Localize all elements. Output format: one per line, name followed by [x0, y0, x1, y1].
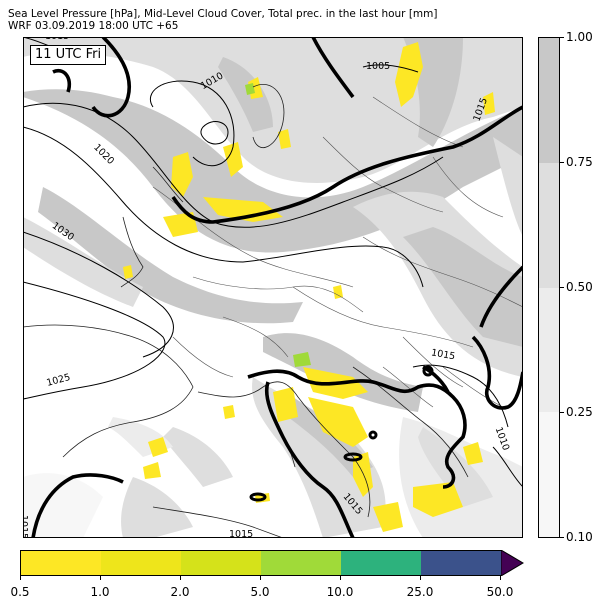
precipitation-layer: [123, 42, 495, 532]
precip-tick-label: 2.0: [170, 585, 190, 599]
precipitation-colorbar: [20, 550, 502, 576]
cloud-band-2: [539, 162, 559, 288]
title-line-2: WRF 03.09.2019 18:00 UTC +65: [8, 20, 179, 32]
tick-mark: [260, 576, 261, 580]
cloud-tick-label: 1.00: [566, 30, 593, 44]
precip-tick-label: 10.0: [326, 585, 354, 599]
map-frame: [23, 37, 523, 538]
colorbar-extend-arrow: [501, 550, 524, 576]
tick-mark: [420, 576, 421, 580]
precipitation-moderate-layer: [245, 83, 311, 367]
tick-mark: [20, 576, 21, 580]
precip-band-1: [21, 551, 101, 575]
tick-mark: [560, 287, 564, 288]
precip-tick-label: 50.0: [486, 585, 514, 599]
tick-mark: [500, 576, 501, 580]
tick-mark: [100, 576, 101, 580]
isobar-label: 1015: [45, 37, 69, 42]
tick-mark: [560, 412, 564, 413]
cloud-cover-colorbar: [538, 37, 560, 538]
cloud-band-3: [539, 287, 559, 413]
tick-mark: [560, 537, 564, 538]
cloud-tick-label: 0.25: [566, 405, 593, 419]
precip-band-3: [181, 551, 261, 575]
tick-mark: [340, 576, 341, 580]
title-line-1: Sea Level Pressure [hPa], Mid-Level Clou…: [8, 8, 438, 20]
tick-mark: [560, 37, 564, 38]
isobar-label: 1005: [366, 61, 390, 72]
precip-band-4: [261, 551, 341, 575]
precip-tick-label: 0.5: [10, 585, 30, 599]
weather-map: 1010 1005 1015 1020 1030 1025 1015 1015 …: [23, 37, 523, 538]
map-title: Sea Level Pressure [hPa], Mid-Level Clou…: [8, 8, 438, 32]
cloud-tick-label: 0.75: [566, 155, 593, 169]
cloud-tick-label: 0.50: [566, 280, 593, 294]
isobars-thick-layer: [31, 37, 523, 538]
precip-band-6: [421, 551, 501, 575]
isobar-closed-lows: [249, 365, 434, 502]
isobar-label: 1015: [229, 529, 253, 538]
tick-mark: [560, 162, 564, 163]
map-canvas: 1010 1005 1015 1020 1030 1025 1015 1015 …: [23, 37, 523, 538]
cloud-tick-label: 0.10: [566, 530, 593, 544]
cloud-band-4: [539, 412, 559, 537]
precip-band-5: [341, 551, 421, 575]
precip-tick-label: 5.0: [250, 585, 270, 599]
precip-tick-label: 1.0: [90, 585, 110, 599]
cloud-band-1: [539, 38, 559, 163]
isobar-label: 1015: [430, 347, 456, 362]
isobar-label: 1015: [23, 515, 29, 538]
tick-mark: [180, 576, 181, 580]
valid-time-label: 11 UTC Fri: [30, 45, 107, 65]
cloud-cover-layer: [23, 37, 523, 538]
precip-tick-label: 25.0: [406, 585, 434, 599]
precip-band-2: [101, 551, 181, 575]
